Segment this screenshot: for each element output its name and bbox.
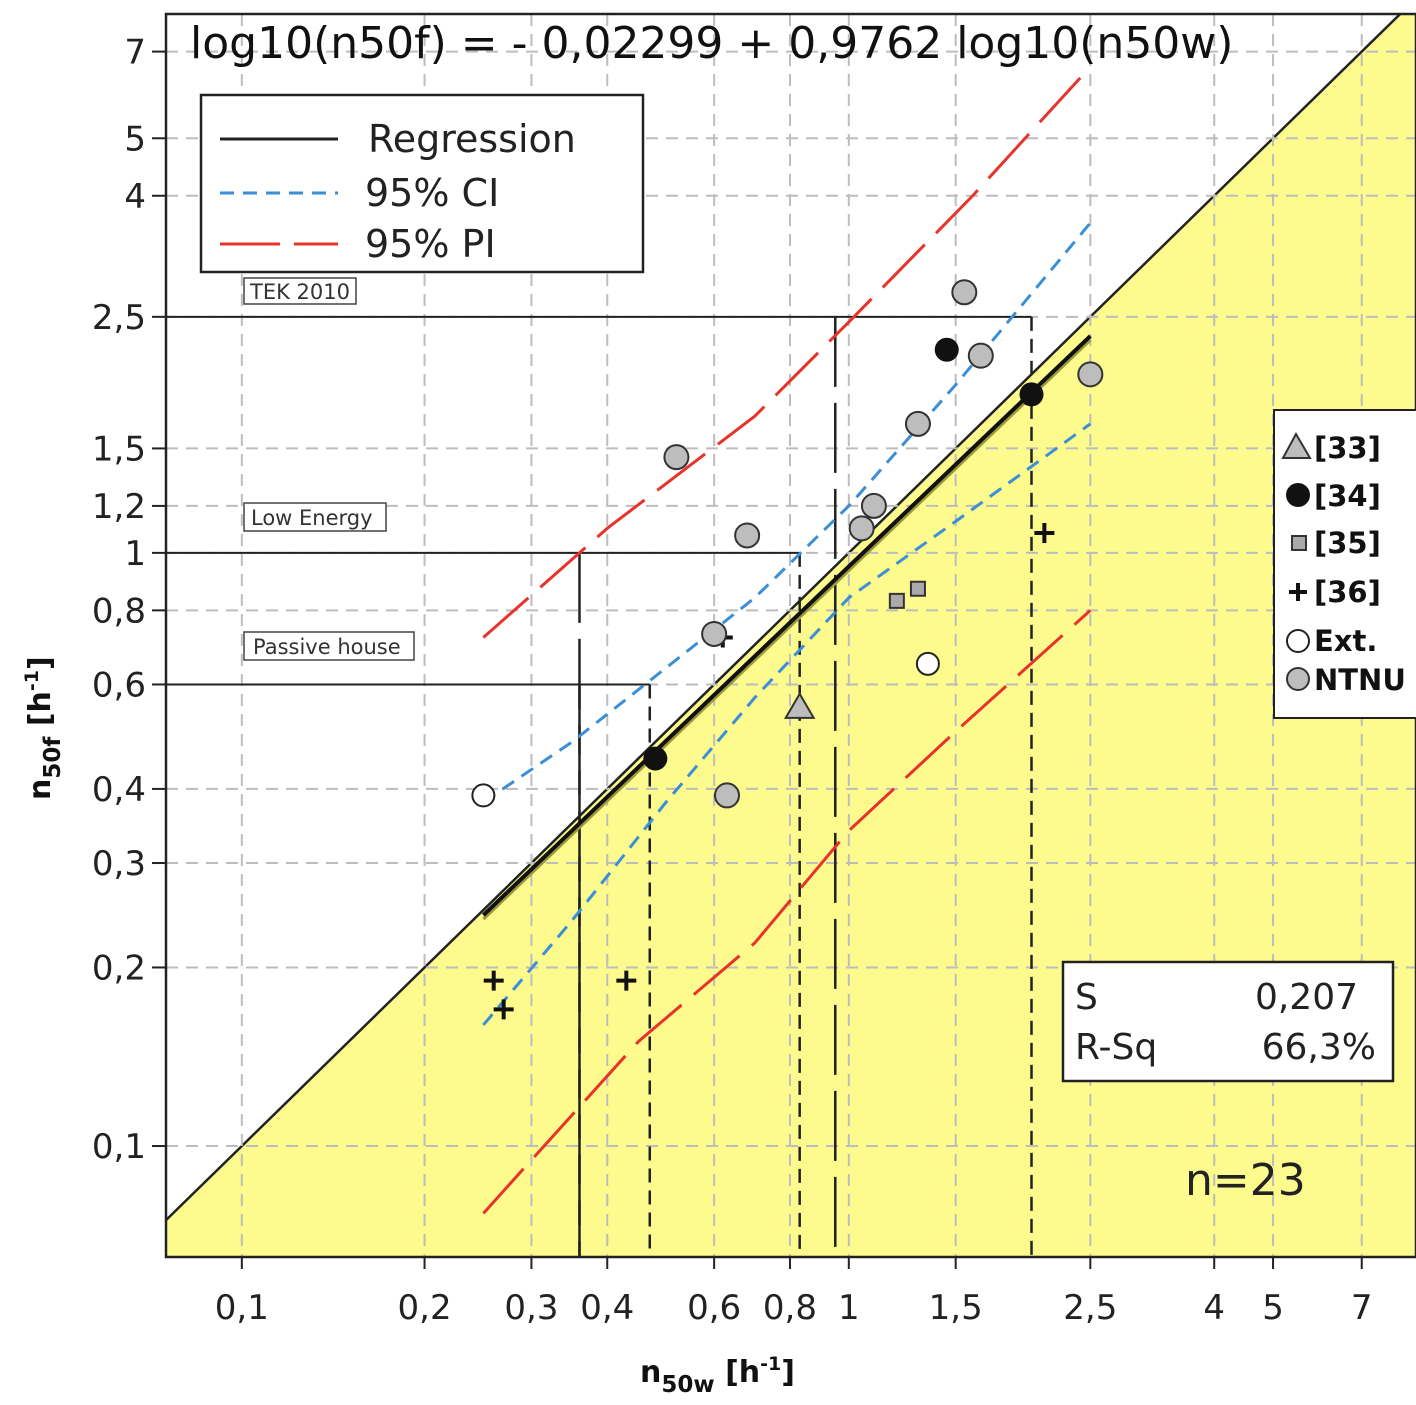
y-tick-label-5: 0,8: [92, 591, 146, 631]
x-tick-label-9: 4: [1203, 1288, 1225, 1328]
stat-rsq-value: 66,3%: [1262, 1027, 1376, 1068]
legend-label-35: [35]: [1314, 526, 1381, 560]
stat-s-value: 0,207: [1255, 977, 1358, 1018]
point-ntnu-5: [860, 492, 887, 519]
band-1-upper: [482, 65, 1092, 639]
legend-label-34: [34]: [1314, 479, 1381, 513]
regression-shadow: [482, 339, 1092, 921]
y-tick-label-7: 1,2: [92, 487, 146, 527]
x-tick-label-1: 0,2: [398, 1288, 452, 1328]
point-ntnu-9: [1077, 361, 1104, 388]
legend-marker-36: [1289, 583, 1307, 601]
legend-regression-label: Regression: [368, 117, 576, 161]
point-34-1: [934, 337, 959, 362]
point-36-4: [1034, 523, 1055, 544]
y-axis-title: n50f [h-1]: [21, 656, 66, 800]
band-0-lower: [482, 422, 1092, 1026]
y-axis-ticks: 0,1 0,2 0,3 0,4 0,6 0,8 1 1,2 1,5 2,5 4 5 7: [92, 33, 166, 1167]
identity-line: [166, 14, 1402, 1222]
legend-pi-label: 95% PI: [365, 222, 496, 266]
data-points: [471, 279, 1104, 1020]
point-34-2: [1019, 382, 1044, 407]
stat-s-label: S: [1075, 977, 1098, 1018]
y-tick-label-0: 0,1: [92, 1127, 146, 1167]
plot-frame: [164, 12, 1416, 1259]
marker-legend: [33] [34] [35] [36] Ext. NTNU: [1273, 409, 1416, 719]
point-35-1: [909, 580, 926, 597]
regression-line: [481, 334, 1092, 917]
x-tick-label-4: 0,6: [687, 1288, 741, 1328]
point-ntnu-0: [663, 444, 690, 471]
point-ntnu-7: [951, 279, 978, 306]
reference-lines: [166, 315, 1033, 1257]
stat-rsq-label: R-Sq: [1075, 1027, 1157, 1068]
below-identity-region: [166, 14, 1416, 1257]
point-ntnu-1: [701, 620, 728, 647]
point-36-2: [616, 970, 637, 991]
y-tick-label-4: 0,6: [92, 665, 146, 705]
point-33-0: [783, 691, 816, 719]
y-tick-label-1: 0,2: [92, 948, 146, 988]
svg-text:TEK 2010: TEK 2010: [249, 280, 350, 304]
regression-layer: [481, 334, 1092, 921]
point-34-0: [643, 746, 668, 771]
reference-tag-low-energy: Low Energy: [243, 502, 387, 532]
reference-tag-tek2010: TEK 2010: [243, 277, 357, 305]
y-tick-label-10: 4: [124, 177, 146, 217]
point-ntnu-2: [714, 782, 741, 809]
x-tick-label-2: 0,3: [504, 1288, 558, 1328]
sample-size: n=23: [1185, 1155, 1306, 1206]
x-tick-label-7: 1,5: [929, 1288, 983, 1328]
svg-text:Low Energy: Low Energy: [251, 506, 373, 530]
x-tick-label-3: 0,4: [580, 1288, 634, 1328]
y-tick-label-2: 0,3: [92, 844, 146, 884]
point-ntnu-6: [904, 410, 931, 437]
x-axis-title: n50w [h-1]: [640, 1353, 795, 1398]
legend-marker-35: [1291, 535, 1307, 551]
x-tick-label-8: 2,5: [1063, 1288, 1117, 1328]
equation: log10(n50f) = - 0,02299 + 0,9762 log10(n…: [190, 18, 1233, 69]
band-1-lower: [482, 609, 1092, 1215]
legend-marker-33: [1281, 431, 1312, 459]
y-tick-label-6: 1: [124, 534, 146, 574]
confidence-bands: [482, 65, 1092, 1215]
point-ext-0: [471, 783, 496, 808]
point-35-0: [888, 592, 905, 609]
y-tick-label-3: 0,4: [92, 770, 146, 810]
x-tick-label-10: 5: [1262, 1288, 1284, 1328]
point-ext-1: [915, 651, 940, 676]
x-tick-label-0: 0,1: [215, 1288, 269, 1328]
point-ntnu-3: [734, 522, 761, 549]
point-ntnu-4: [848, 515, 875, 542]
stats-box: S 0,207 R-Sq 66,3%: [1061, 960, 1395, 1083]
reference-tag-passive-house: Passive house: [243, 631, 415, 661]
legend-marker-ext: [1286, 629, 1310, 653]
x-tick-label-6: 1: [838, 1288, 860, 1328]
legend-label-ext: Ext.: [1314, 624, 1377, 658]
x-tick-label-11: 7: [1351, 1288, 1373, 1328]
legend-label-36: [36]: [1314, 575, 1381, 609]
point-36-0: [483, 970, 504, 991]
y-tick-label-12: 7: [124, 33, 146, 73]
y-tick-label-9: 2,5: [92, 298, 146, 338]
x-axis-ticks: 0,1 0,2 0,3 0,4 0,6 0,8 1 1,5 2,5 4 5 7: [215, 1257, 1373, 1328]
legend-marker-ntnu: [1286, 667, 1310, 691]
legend-label-ntnu: NTNU: [1314, 663, 1406, 697]
legend-marker-34: [1286, 483, 1310, 507]
line-legend: Regression 95% CI 95% PI: [199, 93, 645, 274]
y-tick-label-8: 1,5: [92, 429, 146, 469]
svg-text:Passive house: Passive house: [253, 635, 401, 659]
band-0-upper: [482, 221, 1092, 804]
point-ntnu-8: [967, 342, 994, 369]
x-tick-label-5: 0,8: [763, 1288, 817, 1328]
legend-label-33: [33]: [1314, 431, 1381, 465]
y-tick-label-11: 5: [124, 119, 146, 159]
legend-ci-label: 95% CI: [365, 171, 499, 215]
point-36-1: [493, 999, 514, 1020]
